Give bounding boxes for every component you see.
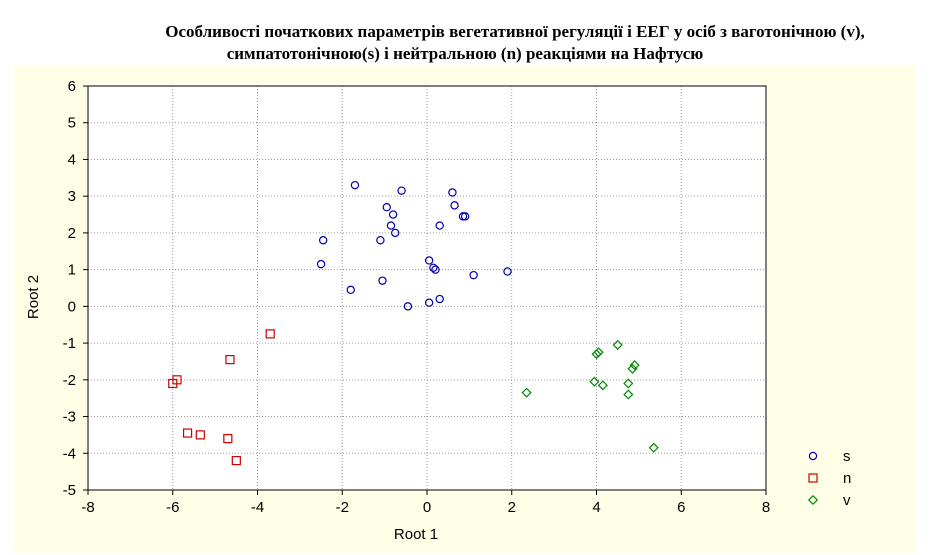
legend-label-n: n (843, 470, 851, 487)
data-point-n (225, 355, 235, 365)
x-tick-label: -2 (336, 499, 349, 516)
y-tick-label: -1 (63, 335, 76, 352)
y-tick-label: -2 (63, 372, 76, 389)
data-point-s (448, 188, 457, 197)
data-point-s (376, 236, 385, 245)
x-tick-label: 0 (423, 499, 431, 516)
legend-marker-v (807, 494, 819, 506)
axes: -8 -6 -4 -2 0 2 4 6 8 -5 -4 -3 -2 -1 0 1 2 3 4 5 6 (63, 78, 771, 516)
data-point-s (318, 236, 328, 245)
data-point-s (346, 285, 355, 295)
data-point-n (231, 456, 241, 466)
legend-marker-s (808, 451, 818, 461)
data-point-v (612, 339, 623, 350)
data-point-s (450, 201, 459, 210)
data-point-s (424, 256, 434, 265)
x-tick-label: -6 (166, 499, 179, 516)
y-tick-label: 5 (68, 115, 76, 132)
y-tick-label: -5 (63, 482, 76, 499)
y-tick-label: 6 (68, 78, 76, 95)
y-tick-label: 4 (68, 151, 76, 168)
data-point-n (195, 430, 205, 440)
data-point-v (629, 360, 640, 371)
data-point-s (386, 221, 396, 230)
data-point-v (597, 380, 608, 391)
data-point-n (168, 378, 178, 389)
legend-label-s: s (843, 448, 851, 465)
data-point-s (391, 228, 400, 238)
data-point-s (503, 267, 512, 276)
y-tick-label: 2 (68, 225, 76, 242)
data-point-s (469, 270, 478, 280)
x-axis-label: Root 1 (394, 526, 438, 543)
chart-title-line-2: симпатотонічною(s) і нейтральною (n) реа… (227, 44, 704, 63)
y-tick-label: -4 (63, 445, 76, 462)
data-point-s (460, 212, 470, 221)
data-point-s (429, 263, 438, 272)
data-point-v (627, 363, 638, 374)
x-tick-label: 4 (592, 499, 600, 516)
data-point-s (378, 276, 387, 285)
x-tick-label: -8 (81, 499, 94, 516)
data-point-v (521, 387, 532, 398)
x-tick-label: 8 (762, 499, 770, 516)
data-point-n (265, 329, 275, 339)
data-point-s (350, 180, 360, 190)
data-point-s (435, 294, 444, 304)
legend: snv (807, 448, 851, 509)
data-point-s (388, 210, 398, 219)
data-point-v (591, 349, 602, 360)
data-point-v (589, 376, 600, 387)
data-point-n (223, 433, 233, 444)
y-tick-label: 0 (68, 298, 76, 315)
x-tick-label: 2 (508, 499, 516, 516)
grid-lines (88, 86, 766, 490)
y-tick-label: 3 (68, 188, 76, 205)
legend-label-v: v (843, 492, 851, 509)
data-points (168, 180, 659, 466)
data-point-s (435, 221, 444, 230)
data-point-s (382, 202, 391, 212)
data-point-v (623, 389, 634, 400)
data-point-s (316, 259, 326, 269)
y-tick-label: 1 (68, 262, 76, 279)
y-tick-label: -3 (63, 409, 76, 426)
data-point-s (431, 265, 440, 274)
data-point-v (648, 442, 659, 453)
chart-title-line-1: Особливості початкових параметрів вегета… (165, 22, 865, 41)
x-tick-label: 6 (677, 499, 685, 516)
data-point-n (182, 428, 193, 438)
data-point-s (403, 302, 413, 311)
data-point-s (424, 298, 434, 307)
data-point-v (623, 378, 634, 389)
data-point-s (397, 186, 406, 195)
y-axis-label: Root 2 (25, 275, 42, 319)
x-tick-label: -4 (251, 499, 264, 516)
legend-marker-n (808, 473, 818, 483)
